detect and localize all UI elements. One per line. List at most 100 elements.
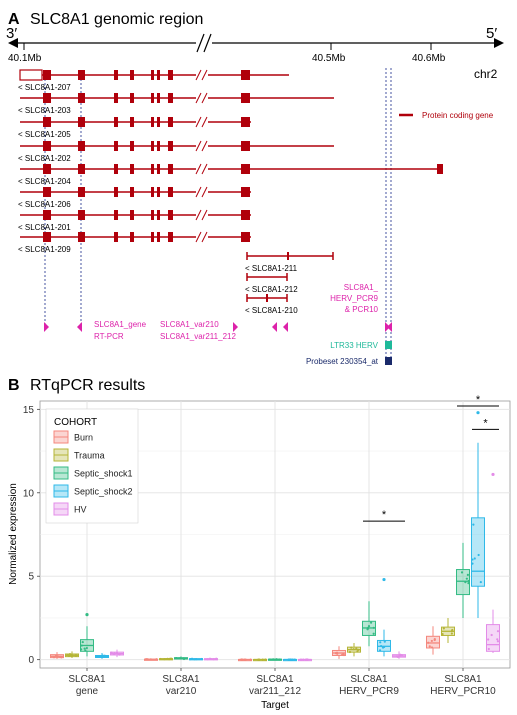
exon <box>241 164 250 174</box>
exon <box>168 93 173 103</box>
exon <box>114 210 118 220</box>
exon <box>114 70 118 80</box>
data-point <box>287 658 290 661</box>
significance-star: * <box>483 417 488 429</box>
data-point <box>334 652 338 655</box>
data-point <box>117 653 120 656</box>
exon <box>78 93 85 103</box>
data-point <box>115 651 119 655</box>
primer-herv-reverse-arrow <box>387 322 392 332</box>
x-tick-label-line1: SLC8A1 <box>68 674 106 685</box>
data-point <box>169 657 172 660</box>
y-tick-label: 5 <box>28 572 34 583</box>
y-tick-label: 0 <box>28 655 34 666</box>
panel-b-letter: B <box>8 377 20 394</box>
exon <box>114 141 118 151</box>
primer-herv-label-1: SLC8A1_ <box>344 283 379 292</box>
exon <box>241 141 250 151</box>
box <box>456 569 470 596</box>
data-point <box>68 653 72 656</box>
transcript-label: < SLC8A1-209 <box>18 245 71 254</box>
exon <box>287 252 289 260</box>
break-mark <box>201 163 208 175</box>
transcript-label: < SLC8A1-212 <box>245 285 298 294</box>
data-point <box>149 658 152 661</box>
break-gap <box>196 186 208 198</box>
data-point <box>467 582 470 585</box>
exon <box>151 210 154 220</box>
x-tick-label-line2: gene <box>76 686 99 697</box>
box <box>486 624 500 652</box>
exon <box>151 93 154 103</box>
data-point <box>112 652 115 656</box>
data-point <box>81 640 84 644</box>
data-point <box>473 557 476 560</box>
data-point <box>357 648 360 651</box>
exon <box>43 93 51 103</box>
exon <box>114 232 118 242</box>
data-point <box>496 630 500 633</box>
outlier-point <box>476 411 480 415</box>
data-point <box>356 650 359 653</box>
scale-break-mark-2 <box>203 33 212 53</box>
data-point <box>467 579 470 583</box>
data-point <box>427 641 430 644</box>
primer-gene-label-1: SLC8A1_gene <box>94 320 147 329</box>
data-point <box>396 655 399 658</box>
panel-b-title: RTqPCR results <box>30 377 145 394</box>
data-point <box>215 657 218 661</box>
exon <box>78 70 85 80</box>
data-point <box>278 658 281 661</box>
data-point <box>350 646 353 649</box>
data-point <box>182 657 185 660</box>
data-point <box>487 647 490 651</box>
exon <box>114 164 118 174</box>
exon <box>241 93 250 103</box>
exon <box>157 187 160 197</box>
data-point <box>487 638 490 641</box>
break-mark <box>201 231 208 243</box>
panel-b: B RTqPCR results 051015SLC8A1geneSLC8A1v… <box>8 377 511 711</box>
data-point <box>200 657 203 661</box>
y-axis-label: Normalized expression <box>8 483 19 585</box>
scale-break-gap <box>196 33 212 53</box>
exon <box>114 93 118 103</box>
data-point <box>83 647 86 650</box>
exon <box>78 210 85 220</box>
data-point <box>428 645 431 648</box>
break-mark <box>195 116 202 128</box>
data-point <box>268 658 272 661</box>
x-tick-label-line1: SLC8A1 <box>350 674 388 685</box>
exon <box>157 93 160 103</box>
data-point <box>258 658 261 661</box>
data-point <box>212 658 215 661</box>
break-gap <box>196 140 208 152</box>
transcript-label: < SLC8A1-201 <box>18 223 71 232</box>
data-point <box>369 621 373 624</box>
x-axis-label: Target <box>261 700 289 711</box>
data-point <box>352 648 355 651</box>
primer-gene-label-2: RT-PCR <box>94 332 124 341</box>
data-point <box>66 653 69 656</box>
exon <box>78 117 85 127</box>
data-point <box>450 632 453 635</box>
exon <box>168 117 173 127</box>
data-point <box>54 654 58 657</box>
data-point <box>293 658 296 661</box>
data-point <box>433 638 436 642</box>
chart-legend: COHORT Burn Trauma Septic_shock1 Septic_sho… <box>45 408 139 524</box>
data-point <box>366 626 370 630</box>
x-tick-label-line1: SLC8A1 <box>444 674 482 685</box>
exon <box>130 164 134 174</box>
data-point <box>261 658 264 661</box>
x-tick-label-line1: SLC8A1 <box>256 674 294 685</box>
legend-item-label: Septic_shock2 <box>74 487 133 497</box>
legend-item-label: HV <box>74 505 87 515</box>
x-tick-label-line1: SLC8A1 <box>162 674 200 685</box>
y-tick-label: 10 <box>23 488 35 499</box>
panel-a-title: SLC8A1 genomic region <box>30 11 203 28</box>
exon <box>114 187 118 197</box>
exon <box>151 164 154 174</box>
break-gap <box>196 163 208 175</box>
data-point <box>460 571 464 574</box>
